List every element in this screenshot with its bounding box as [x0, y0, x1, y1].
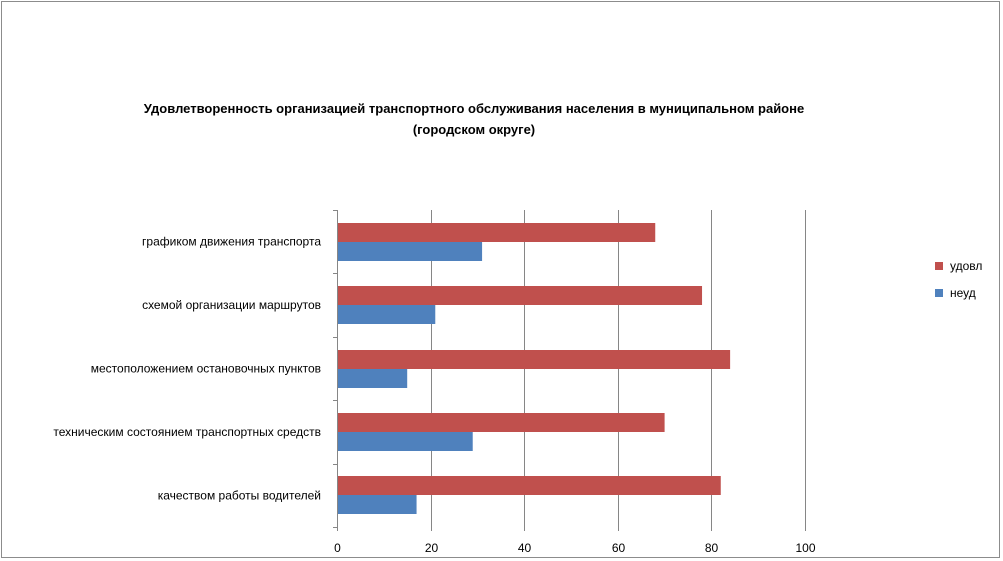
category-labels: графиком движения транспорта схемой орган… — [53, 235, 321, 503]
bar-neud — [338, 432, 473, 451]
category-label: схемой организации маршрутов — [142, 298, 321, 312]
bar-udovl — [338, 476, 721, 495]
legend-label: удовл — [950, 259, 982, 273]
x-tick-label: 20 — [425, 541, 439, 555]
bar-udovl — [338, 413, 665, 432]
axes — [333, 210, 806, 531]
chart-title-line-1: Удовлетворенность организацией транспорт… — [144, 101, 804, 116]
legend-label: неуд — [950, 286, 976, 300]
category-label: техническим состоянием транспортных сред… — [53, 425, 321, 439]
x-tick-label: 40 — [518, 541, 532, 555]
x-tick-label: 80 — [705, 541, 719, 555]
chart-title-line-2: (городском округе) — [413, 122, 535, 137]
chart-title: Удовлетворенность организацией транспорт… — [144, 101, 804, 137]
category-label: местоположением остановочных пунктов — [91, 362, 321, 376]
bar-neud — [338, 369, 408, 388]
bars — [338, 223, 731, 514]
legend: удовл неуд — [935, 259, 982, 300]
legend-swatch — [935, 289, 943, 297]
legend-swatch — [935, 262, 943, 270]
bar-udovl — [338, 350, 731, 369]
bar-neud — [338, 242, 483, 261]
x-tick-labels: 0 20 40 60 80 100 — [334, 541, 816, 555]
x-tick-label: 100 — [795, 541, 815, 555]
bar-udovl — [338, 223, 656, 242]
bar-neud — [338, 495, 417, 514]
category-label: качеством работы водителей — [158, 488, 321, 502]
category-label: графиком движения транспорта — [142, 235, 321, 249]
x-tick-label: 60 — [612, 541, 626, 555]
bar-udovl — [338, 286, 703, 305]
bar-neud — [338, 305, 436, 324]
x-tick-label: 0 — [334, 541, 341, 555]
